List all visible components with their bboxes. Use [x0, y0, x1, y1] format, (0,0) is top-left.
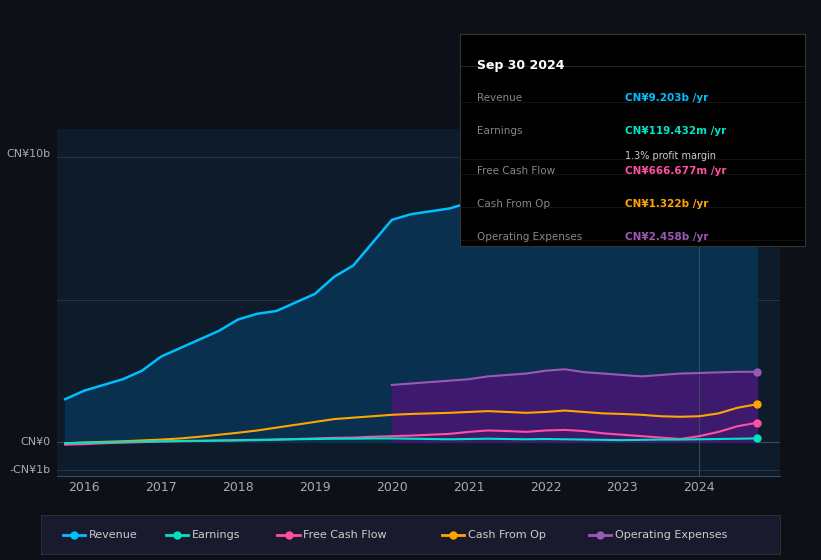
Text: Revenue: Revenue — [89, 530, 138, 540]
Text: 1.3% profit margin: 1.3% profit margin — [626, 151, 716, 161]
Text: Operating Expenses: Operating Expenses — [615, 530, 727, 540]
Text: Earnings: Earnings — [192, 530, 241, 540]
Text: Operating Expenses: Operating Expenses — [477, 232, 582, 242]
Text: CN¥2.458b /yr: CN¥2.458b /yr — [626, 232, 709, 242]
Text: CN¥9.203b /yr: CN¥9.203b /yr — [626, 93, 709, 103]
Text: Revenue: Revenue — [477, 93, 522, 103]
Text: CN¥1.322b /yr: CN¥1.322b /yr — [626, 199, 709, 209]
Text: CN¥10b: CN¥10b — [6, 148, 50, 158]
Text: Cash From Op: Cash From Op — [477, 199, 550, 209]
Text: CN¥0: CN¥0 — [21, 437, 50, 447]
Text: Free Cash Flow: Free Cash Flow — [477, 166, 555, 176]
Text: CN¥666.677m /yr: CN¥666.677m /yr — [626, 166, 727, 176]
Text: Earnings: Earnings — [477, 126, 522, 136]
Text: -CN¥1b: -CN¥1b — [9, 465, 50, 475]
Text: Cash From Op: Cash From Op — [468, 530, 546, 540]
Text: CN¥119.432m /yr: CN¥119.432m /yr — [626, 126, 727, 136]
Text: Sep 30 2024: Sep 30 2024 — [477, 59, 565, 72]
Text: Free Cash Flow: Free Cash Flow — [304, 530, 387, 540]
